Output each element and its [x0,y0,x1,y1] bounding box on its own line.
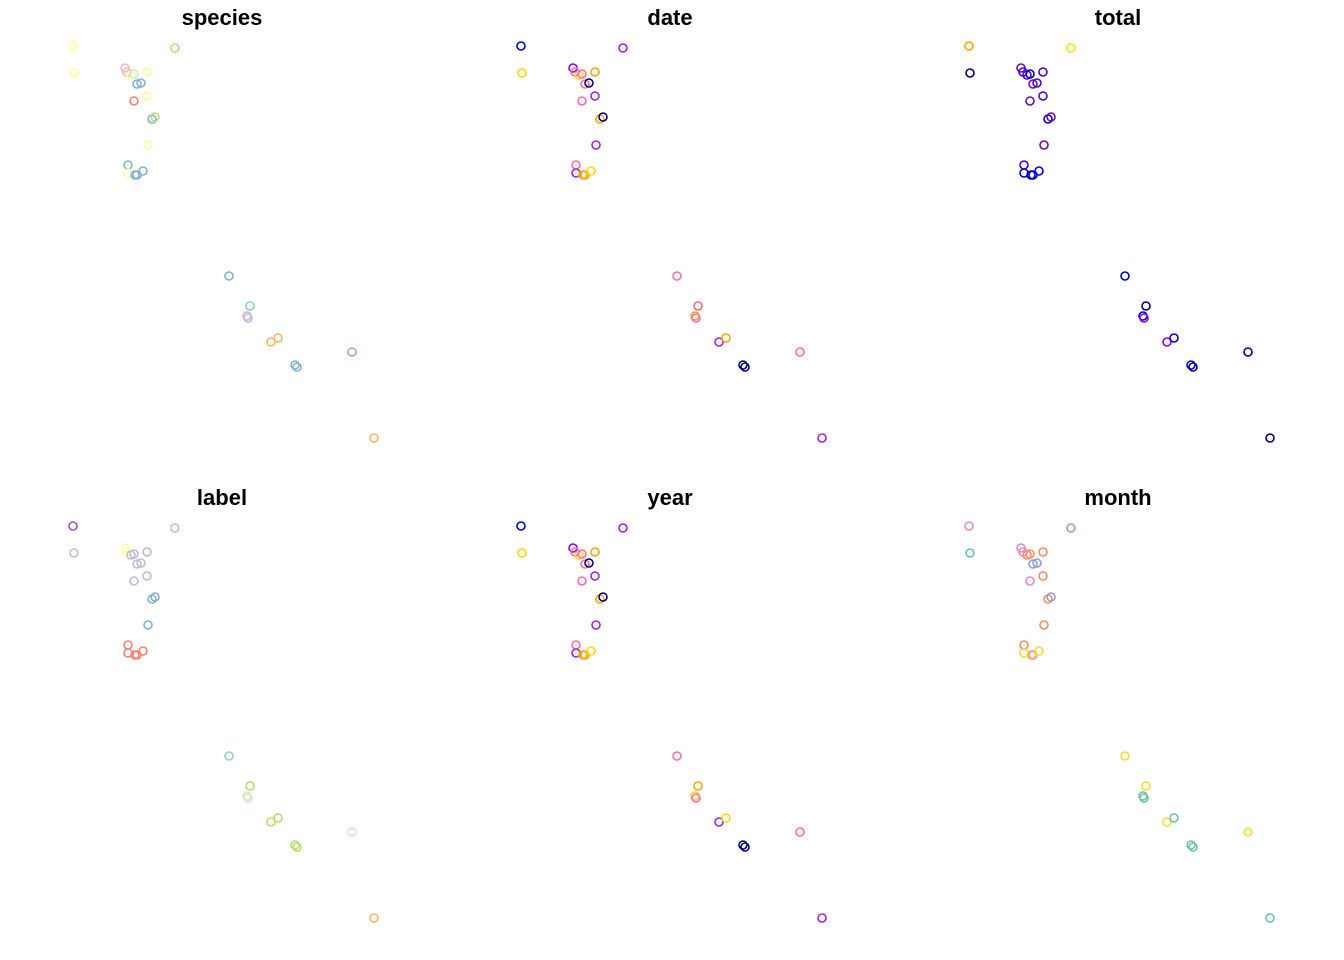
panel-title: species [182,5,263,30]
panel-title: year [647,485,693,510]
panel-title: month [1084,485,1151,510]
panel-title: date [647,5,692,30]
panel-title: label [197,485,247,510]
panel-title: total [1095,5,1141,30]
